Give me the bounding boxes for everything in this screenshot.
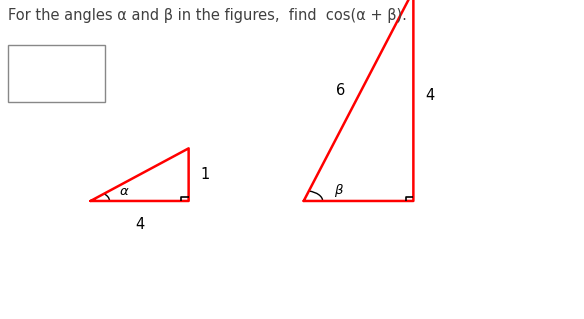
Text: $\beta$: $\beta$ [334, 182, 344, 199]
Text: 6: 6 [336, 83, 346, 99]
Text: 4: 4 [135, 217, 144, 232]
Bar [8, 45, 105, 102]
Text: 1: 1 [200, 167, 210, 182]
Text: $\alpha$: $\alpha$ [119, 185, 129, 198]
Text: 4: 4 [425, 88, 434, 103]
Text: For the angles α and β in the figures,  find  cos(α + β).: For the angles α and β in the figures, f… [8, 8, 406, 23]
